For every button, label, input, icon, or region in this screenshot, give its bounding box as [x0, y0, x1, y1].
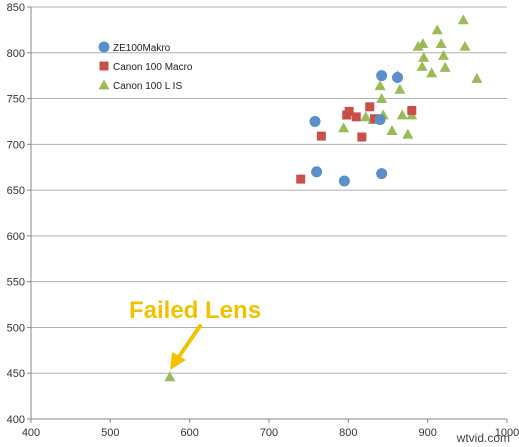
x-tick-label: 1000	[495, 427, 519, 439]
annotation: Failed Lens	[129, 297, 261, 370]
data-point-square	[357, 132, 367, 142]
data-point-circle	[309, 115, 321, 127]
y-tick-label: 500	[7, 322, 25, 334]
y-tick-label: 600	[7, 231, 25, 243]
data-point-triangle	[426, 67, 438, 78]
data-point-triangle	[457, 14, 469, 25]
data-point-triangle	[438, 50, 450, 60]
data-point-triangle	[394, 83, 406, 94]
data-point-triangle	[338, 122, 350, 133]
data-point-square	[365, 102, 375, 112]
y-tick-label: 700	[7, 139, 25, 151]
x-tick-label: 700	[260, 427, 278, 439]
data-point-square	[407, 105, 417, 115]
annotation-arrow-head	[170, 352, 186, 370]
legend-entry: ZE100Makro	[113, 43, 171, 54]
data-point-circle	[374, 114, 386, 126]
gridlines	[31, 6, 507, 374]
y-tick-label: 650	[7, 185, 25, 197]
legend-entry: Canon 100 L IS	[113, 81, 182, 92]
data-point-triangle	[431, 24, 443, 35]
y-tick-label: 750	[7, 94, 25, 106]
data-point-triangle	[374, 80, 386, 91]
data-point-triangle	[360, 111, 372, 122]
x-tick-label: 600	[180, 427, 198, 439]
data-point-circle	[376, 70, 388, 82]
legend-marker	[98, 41, 110, 53]
annotation-arrow-shaft	[176, 324, 202, 360]
data-points	[164, 14, 483, 382]
data-point-square	[316, 131, 326, 141]
data-point-triangle	[471, 72, 483, 83]
data-point-triangle	[435, 38, 447, 49]
data-point-triangle	[396, 109, 408, 120]
data-point-triangle	[439, 61, 451, 72]
data-point-triangle	[459, 40, 471, 51]
axes	[27, 6, 508, 423]
legend-marker	[98, 79, 110, 90]
x-tick-label: 800	[339, 427, 357, 439]
y-tick-label: 850	[7, 2, 25, 14]
x-tick-label: 900	[418, 427, 436, 439]
data-point-triangle	[418, 51, 430, 62]
data-point-triangle	[376, 93, 388, 103]
data-point-triangle	[402, 128, 414, 139]
y-tick-label: 800	[7, 48, 25, 60]
data-point-square	[296, 174, 306, 184]
data-point-circle	[338, 175, 350, 187]
legend-entry: Canon 100 Macro	[113, 62, 193, 73]
data-point-triangle	[417, 38, 429, 49]
data-point-circle	[392, 71, 404, 83]
data-point-circle	[376, 168, 388, 180]
x-tick-label: 400	[22, 427, 40, 439]
y-tick-label: 400	[7, 414, 25, 426]
annotation-label: Failed Lens	[129, 297, 261, 324]
tick-labels: 400 450 500 550 600 650 700 750 800 850 400 500 600 7…	[7, 2, 519, 439]
y-tick-label: 550	[7, 277, 25, 289]
y-tick-label: 450	[7, 368, 25, 380]
data-point-triangle	[416, 61, 428, 71]
legend-marker	[99, 61, 109, 71]
watermark: wtvid.com	[456, 431, 510, 445]
data-point-triangle	[164, 371, 176, 382]
data-point-square	[344, 106, 354, 116]
data-point-square	[370, 114, 380, 124]
data-point-square	[351, 112, 361, 122]
data-point-circle	[311, 166, 323, 178]
x-tick-label: 500	[101, 427, 119, 439]
legend: ZE100Makro Canon 100 Macro Canon 100 L IS	[98, 41, 193, 92]
data-point-triangle	[386, 125, 398, 135]
data-point-triangle	[412, 40, 424, 51]
